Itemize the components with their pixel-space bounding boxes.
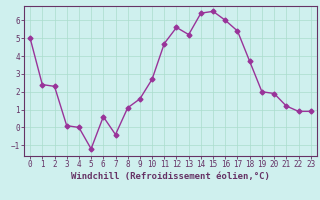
X-axis label: Windchill (Refroidissement éolien,°C): Windchill (Refroidissement éolien,°C) xyxy=(71,172,270,181)
